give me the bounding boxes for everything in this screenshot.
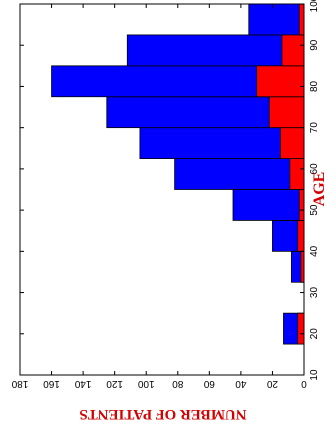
age-tick-label-80: 80 [309, 80, 320, 92]
y-axis-title: NUMBER OF PATIENTS [79, 406, 246, 422]
age-tick-label-40: 40 [309, 245, 320, 257]
blue-bar-55 [174, 158, 305, 190]
red-series-bars [256, 3, 305, 345]
count-tick-label-60: 60 [203, 378, 215, 389]
count-tick-label-0: 0 [301, 378, 307, 389]
count-tick-label-100: 100 [137, 378, 154, 389]
age-tick-label-90: 90 [309, 39, 320, 51]
red-bar-55 [289, 158, 305, 190]
red-bar-85 [281, 34, 305, 67]
age-tick-label-50: 50 [309, 204, 320, 216]
count-tick-label-140: 140 [74, 378, 91, 389]
count-tick-label-180: 180 [11, 378, 28, 389]
x-axis-title: AGE [311, 172, 328, 207]
count-tick-label-80: 80 [172, 378, 184, 389]
count-tick-label-40: 40 [235, 378, 247, 389]
age-axis-ticks: 10 20 30 40 50 60 70 80 90 100 [20, 0, 320, 381]
count-tick-label-160: 160 [43, 378, 60, 389]
red-bar-70 [268, 96, 305, 129]
age-tick-label-100: 100 [309, 0, 320, 12]
red-bar-92.5 [298, 3, 305, 36]
age-tick-label-30: 30 [309, 287, 320, 299]
red-bar-17.5 [297, 312, 305, 345]
red-bar-47.5 [298, 189, 305, 221]
red-bar-32.5 [300, 250, 305, 283]
count-tick-label-120: 120 [106, 378, 123, 389]
red-bar-77.5 [256, 65, 305, 98]
age-tick-label-70: 70 [309, 122, 320, 134]
age-tick-label-60: 60 [309, 163, 320, 175]
red-bar-40 [297, 220, 305, 252]
blue-bar-47.5 [232, 189, 305, 221]
count-tick-label-20: 20 [266, 378, 278, 389]
age-tick-label-10: 10 [309, 369, 320, 381]
blue-bar-85 [126, 34, 305, 67]
blue-bar-92.5 [248, 3, 305, 36]
red-bar-62.5 [279, 127, 305, 159]
blue-bar-62.5 [139, 127, 305, 159]
patients-axis-ticks: 0 20 40 60 80 100 120 140 160 180 [11, 4, 307, 389]
age-tick-label-20: 20 [309, 328, 320, 340]
